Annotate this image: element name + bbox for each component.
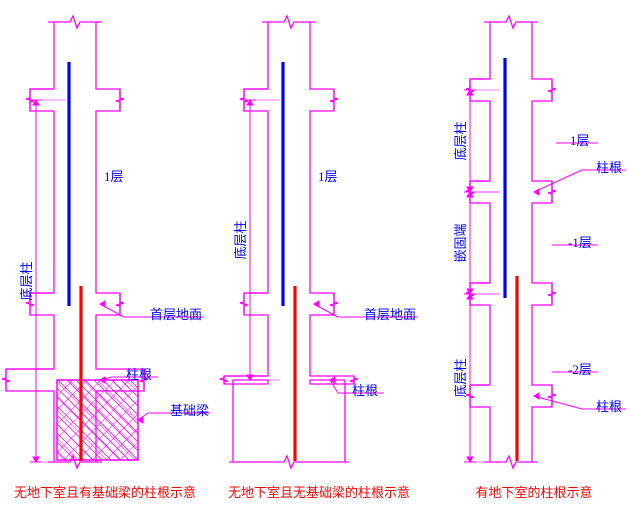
diagram-title: 无地下室且有基础梁的柱根示意: [14, 485, 196, 500]
svg-text:底层柱: 底层柱: [453, 121, 468, 160]
label: -1层: [568, 235, 592, 250]
label: 1层: [570, 133, 590, 148]
label: 1层: [318, 169, 338, 184]
diagram-title: 有地下室的柱根示意: [475, 485, 592, 500]
label: -2层: [568, 362, 592, 377]
label: 首层地面: [364, 307, 416, 322]
label: 基础梁: [170, 403, 209, 418]
svg-text:嵌固端: 嵌固端: [453, 223, 468, 262]
svg-text:底层柱: 底层柱: [233, 220, 248, 259]
label: 柱根: [126, 367, 152, 382]
label: 柱根: [596, 160, 622, 175]
label: 柱根: [596, 399, 622, 414]
diagram-title: 无地下室且无基础梁的柱根示意: [228, 485, 410, 500]
label: 柱根: [352, 383, 378, 398]
svg-text:底层柱: 底层柱: [19, 261, 34, 300]
svg-text:底层柱: 底层柱: [453, 358, 468, 397]
label: 首层地面: [150, 307, 202, 322]
label: 1层: [104, 169, 124, 184]
